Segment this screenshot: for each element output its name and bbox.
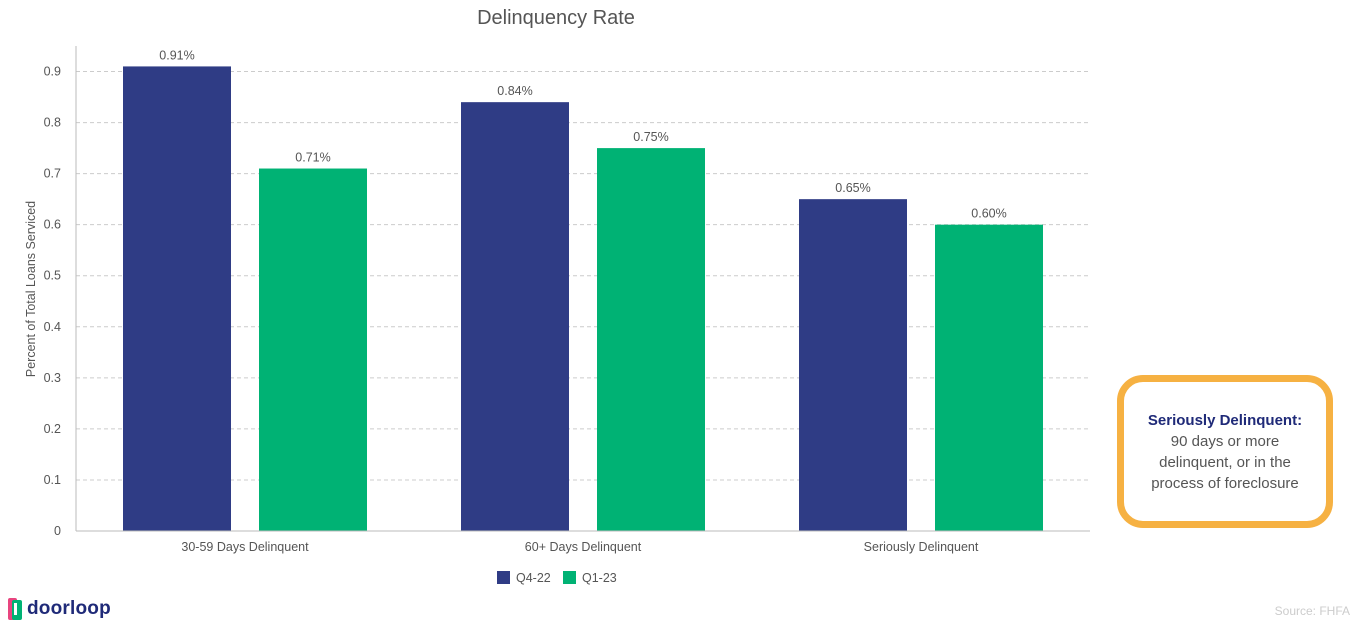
bars [123,66,1043,532]
y-tick-label: 0.7 [44,167,61,181]
chart-title: Delinquency Rate [477,7,635,29]
bar-q1-23 [935,224,1043,531]
data-label: 0.84% [497,84,532,98]
data-label: 0.65% [835,181,870,195]
x-tick-label: 30-59 Days Delinquent [181,540,309,554]
brand-logo[interactable]: doorloop [8,598,111,620]
bar-q4-22 [799,199,907,531]
y-tick-label: 0.5 [44,269,61,283]
y-tick-label: 0.3 [44,371,61,385]
x-tick-label: 60+ Days Delinquent [525,540,642,554]
legend-swatch-q4-22 [497,571,510,584]
legend: Q4-22 Q1-23 [497,571,617,585]
y-tick-label: 0.9 [44,65,61,79]
data-label: 0.71% [295,151,330,165]
legend-swatch-q1-23 [563,571,576,584]
data-labels: 0.91% 0.71% 0.84% 0.75% 0.65% 0.60% [159,48,1006,220]
data-label: 0.91% [159,48,194,62]
data-label: 0.75% [633,130,668,144]
legend-label-q4-22: Q4-22 [516,571,551,585]
y-tick-label: 0.8 [44,116,61,130]
x-tick-label: Seriously Delinquent [864,540,979,554]
y-axis-label: Percent of Total Loans Serviced [24,201,38,377]
y-tick-label: 0.6 [44,218,61,232]
data-label: 0.60% [971,207,1006,221]
callout-title: Seriously Delinquent: [1147,411,1303,429]
brand-name: doorloop [27,598,111,619]
bar-q1-23 [597,148,705,531]
y-tick-label: 0.2 [44,422,61,436]
x-axis-ticks: 30-59 Days Delinquent 60+ Days Delinquent… [181,540,978,554]
bar-q4-22 [123,66,231,531]
gridlines [76,71,1090,481]
y-axis-ticks: 0 0.1 0.2 0.3 0.4 0.5 0.6 0.7 0.8 0.9 [44,65,61,538]
callout-body: 90 days or more delinquent, or in the pr… [1151,432,1299,492]
source-note: Source: FHFA [1274,604,1350,618]
y-tick-label: 0.1 [44,473,61,487]
seriously-delinquent-callout: Seriously Delinquent: 90 days or more de… [1117,375,1333,528]
legend-label-q1-23: Q1-23 [582,571,617,585]
bar-q4-22 [461,102,569,531]
y-tick-label: 0.4 [44,320,61,334]
bar-q1-23 [259,168,367,532]
y-tick-label: 0 [54,524,61,538]
doorloop-logo-icon [8,598,22,620]
